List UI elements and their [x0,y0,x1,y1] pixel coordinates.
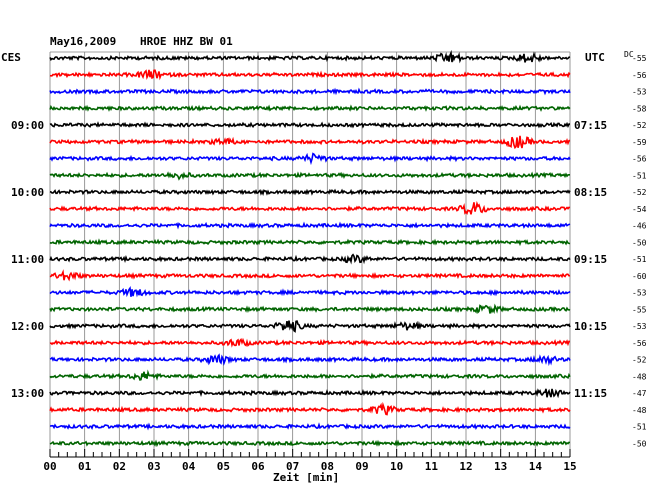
trace-row-12 [49,253,571,265]
trace-row-16 [49,320,571,333]
left-time-label: 12:00 [11,320,44,333]
dc-offset-label: -48 [632,372,647,381]
trace-row-19 [49,369,571,381]
dc-offset-label: -51 [632,255,647,264]
trace-row-9 [49,200,571,215]
left-time-label: 13:00 [11,387,44,400]
x-tick-label: 05 [217,460,230,473]
trace-row-5 [49,135,571,150]
left-time-label: 09:00 [11,119,44,132]
trace-row-13 [49,269,571,282]
x-tick-label: 10 [390,460,403,473]
right-time-label: 11:15 [574,387,607,400]
grid [49,51,571,450]
dc-offset-label: -53 [632,289,647,298]
station-label: HROE HHZ BW 01 [140,35,233,48]
x-tick-label: 14 [529,460,543,473]
trace-row-4 [49,121,570,129]
x-tick-label: 11 [425,460,439,473]
x-axis-label: Zeit [min] [273,471,339,484]
x-tick-label: 12 [459,460,472,473]
traces [49,49,571,448]
x-tick-label: 04 [182,460,196,473]
dc-offset-label: -60 [632,272,647,281]
dc-offset-label: -52 [632,356,647,365]
x-axis: 00 01 02 03 04 05 06 07 08 09 10 11 12 13 14 15 [43,449,577,473]
x-tick-label: 01 [78,460,92,473]
right-time-label: 08:15 [574,186,607,199]
dc-offset-label: -51 [632,171,647,180]
right-time-label: 10:15 [574,320,607,333]
right-time-label: 09:15 [574,253,607,266]
date-label: May16,2009 [50,35,116,48]
labels: May16,2009 HROE HHZ BW 01 CES UTC DC Zei… [1,35,647,484]
dc-offset-label: -51 [632,423,647,432]
dc-offset-label: -47 [632,389,647,398]
dc-offset-label: -53 [632,88,647,97]
trace-row-8 [49,188,571,197]
right-timezone-label: UTC [585,51,605,64]
x-tick-label: 02 [113,460,126,473]
trace-row-23 [49,439,571,448]
x-tick-label: 13 [494,460,507,473]
trace-row-7 [49,171,570,181]
left-timezone-label: CES [1,51,21,64]
dc-offset-label: -55 [632,305,647,314]
trace-row-10 [49,221,571,230]
dc-offset-label: -54 [632,205,647,214]
trace-row-22 [49,422,571,431]
x-tick-label: 15 [563,460,576,473]
dc-offset-label: -58 [632,104,647,113]
x-tick-label: 06 [251,460,265,473]
left-time-label: 11:00 [11,253,44,266]
dc-offset-label: -56 [632,339,647,348]
dc-label: DC [624,50,634,59]
trace-row-21 [49,401,571,416]
x-tick-label: 08 [321,460,334,473]
dc-offset-label: -50 [632,238,647,247]
dc-offset-label: -46 [632,222,647,231]
dc-offset-label: -59 [632,138,647,147]
trace-row-3 [49,104,571,112]
x-tick-label: 09 [355,460,368,473]
x-tick-label: 03 [147,460,160,473]
left-time-label: 10:00 [11,186,44,199]
trace-row-11 [49,238,571,247]
trace-row-0 [49,49,571,64]
dc-offset-label: -52 [632,121,647,130]
dc-offset-label: -53 [632,322,647,331]
trace-row-1 [49,69,571,81]
x-tick-label: 00 [43,460,56,473]
trace-row-2 [49,87,571,96]
trace-row-18 [49,353,571,367]
dc-offset-label: -50 [632,439,647,448]
dc-offset-label: -52 [632,188,647,197]
trace-row-14 [49,286,571,298]
trace-row-6 [49,152,571,166]
dc-offset-label: -48 [632,406,647,415]
trace-row-20 [49,388,571,399]
dc-offset-label: -56 [632,155,647,164]
trace-row-15 [49,303,571,315]
dc-offset-label: -55 [632,54,647,63]
dc-offset-label: -56 [632,71,647,80]
x-tick-label: 07 [286,460,299,473]
trace-row-17 [49,337,571,348]
right-time-label: 07:15 [574,119,607,132]
